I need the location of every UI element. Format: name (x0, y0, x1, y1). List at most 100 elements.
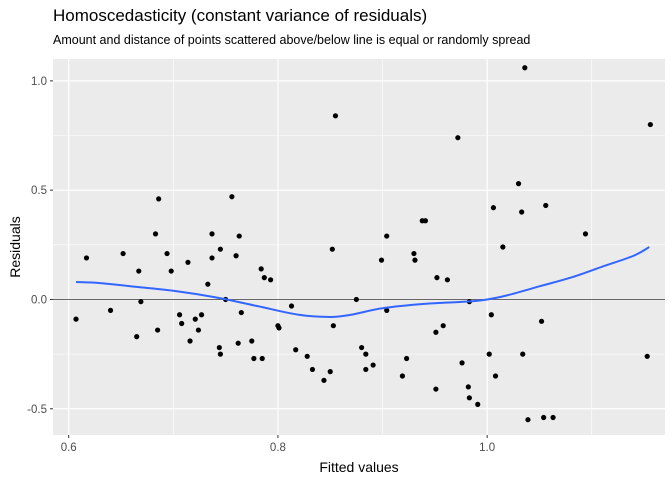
data-point (538, 318, 545, 324)
data-point (459, 360, 465, 366)
data-point (422, 218, 429, 224)
chart-title: Homoscedasticity (constant variance of r… (53, 6, 428, 25)
data-point (195, 327, 202, 333)
data-point (644, 353, 650, 359)
data-point (185, 259, 191, 265)
data-point (251, 355, 257, 362)
data-point (155, 327, 161, 333)
data-point (440, 323, 446, 329)
chart-subtitle: Amount and distance of points scattered … (53, 33, 531, 47)
data-point (217, 351, 223, 357)
data-point (515, 181, 522, 187)
data-point (525, 417, 531, 423)
data-point (384, 233, 390, 239)
data-point (73, 316, 79, 322)
data-point (179, 320, 185, 327)
plot-panel (53, 59, 665, 435)
data-points (73, 65, 653, 423)
smooth-trend-line (75, 246, 650, 318)
data-point (152, 231, 159, 237)
x-tick-label: 0.8 (270, 442, 286, 454)
data-point (229, 194, 235, 200)
data-point (309, 366, 316, 373)
x-axis-ticks: 0.6 0.8 1.0 (61, 435, 495, 454)
data-point (209, 255, 215, 261)
y-tick-label: 0.0 (31, 294, 47, 306)
data-point (444, 277, 450, 283)
y-tick-label: 0.5 (31, 185, 47, 197)
data-point (236, 233, 242, 239)
data-point (304, 353, 310, 359)
data-point (475, 401, 481, 407)
data-point (276, 325, 282, 331)
data-point (216, 344, 222, 351)
y-axis-title: Residuals (7, 216, 23, 277)
data-point (83, 255, 90, 261)
data-point (363, 351, 369, 357)
data-point (466, 395, 472, 401)
y-axis-ticks: -0.5 0.0 0.5 1.0 (27, 76, 53, 416)
data-point (176, 312, 183, 318)
data-point (522, 65, 528, 71)
data-point (492, 373, 499, 379)
data-point (378, 257, 385, 263)
data-point (541, 414, 547, 421)
data-point (187, 338, 193, 344)
data-point (107, 307, 114, 313)
data-point (192, 316, 198, 322)
data-point (520, 351, 526, 357)
data-point (500, 244, 506, 250)
x-tick-label: 1.0 (479, 442, 495, 454)
data-point (543, 202, 549, 209)
data-point (486, 351, 492, 357)
data-point (519, 209, 525, 215)
data-point (433, 386, 439, 392)
data-point (370, 362, 376, 368)
data-point (411, 250, 417, 257)
data-point (490, 205, 497, 211)
x-tick-label: 0.6 (61, 442, 77, 454)
data-point (488, 312, 494, 318)
data-point (198, 312, 205, 318)
data-point (168, 268, 174, 274)
data-point (156, 196, 162, 202)
data-point (455, 135, 461, 141)
data-point (321, 377, 327, 383)
data-point (399, 373, 406, 379)
data-point (205, 281, 211, 287)
data-point (329, 246, 335, 252)
data-point (434, 275, 440, 281)
data-point (249, 338, 255, 344)
y-tick-label: 1.0 (31, 76, 47, 88)
data-point (363, 366, 369, 373)
data-point (647, 121, 653, 128)
data-point (134, 334, 140, 340)
data-point (384, 307, 390, 313)
data-point (209, 231, 215, 237)
data-point (217, 246, 223, 252)
data-point (404, 355, 410, 362)
data-point (258, 266, 264, 272)
data-point (412, 257, 418, 263)
data-point (332, 113, 339, 119)
x-axis-title: Fitted values (319, 459, 398, 475)
data-point (233, 253, 239, 259)
data-point (582, 231, 589, 237)
data-point (327, 369, 333, 375)
data-point (330, 323, 336, 329)
y-tick-label: -0.5 (27, 404, 47, 416)
data-point (136, 268, 142, 274)
data-point (238, 309, 244, 316)
data-point (293, 347, 299, 353)
data-point (120, 250, 126, 257)
data-point (235, 340, 241, 346)
data-point (261, 275, 267, 281)
data-point (164, 250, 170, 257)
data-point (465, 384, 471, 390)
data-point (359, 344, 365, 351)
data-point (288, 303, 295, 309)
data-point (138, 299, 144, 305)
data-point (259, 355, 265, 362)
data-point (550, 414, 556, 421)
